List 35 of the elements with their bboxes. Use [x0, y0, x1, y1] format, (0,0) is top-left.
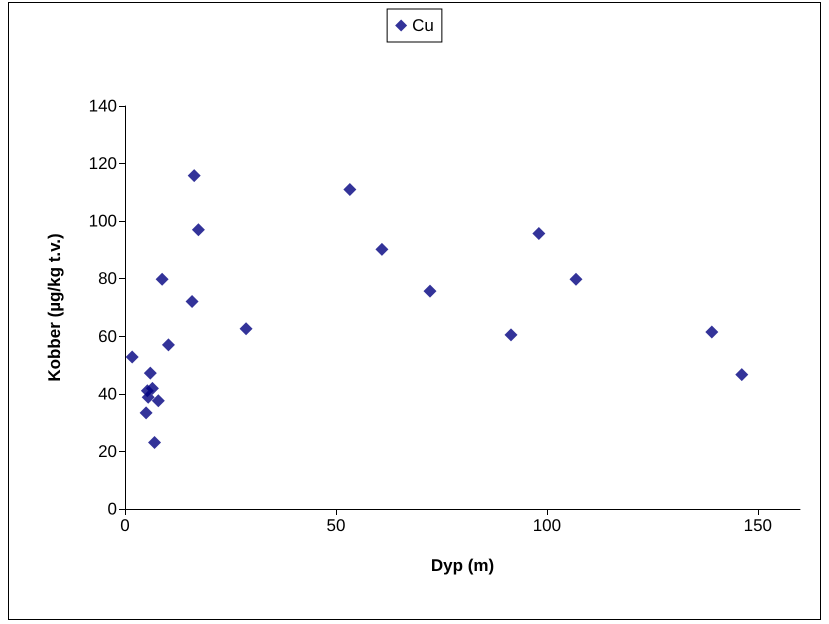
point	[343, 182, 356, 196]
point	[192, 223, 205, 236]
y-tick-label: 140	[88, 96, 117, 116]
point	[156, 272, 169, 286]
y-tick-label: 40	[98, 384, 117, 404]
point	[375, 242, 388, 256]
x-tick-label: 100	[532, 516, 562, 535]
point	[705, 325, 718, 338]
point	[240, 322, 253, 336]
y-tick-label: 120	[88, 154, 117, 174]
point	[162, 338, 175, 352]
y-tick-label: 0	[108, 500, 117, 518]
point	[140, 406, 153, 420]
point	[735, 368, 748, 382]
point	[142, 390, 155, 404]
point	[152, 394, 165, 408]
x-tick-label: 150	[744, 516, 772, 535]
x-axis-title: Dyp (m)	[430, 556, 494, 575]
point	[532, 227, 546, 240]
y-tick-label: 100	[88, 212, 117, 231]
point	[126, 350, 139, 364]
y-tick-label: 20	[98, 442, 117, 461]
y-tick-label: 60	[98, 326, 117, 346]
point	[424, 284, 437, 298]
x-tick-label: 0	[120, 516, 130, 535]
legend-label: Cu	[412, 16, 434, 35]
point	[144, 366, 157, 380]
point	[186, 294, 199, 308]
point	[569, 272, 582, 286]
x-tick-label: 50	[326, 516, 346, 535]
point	[188, 169, 201, 182]
y-tick-label: 80	[98, 269, 117, 288]
y-axis-title: Kobber (µg/kg t.v.)	[45, 233, 64, 382]
point	[504, 328, 518, 342]
point	[148, 436, 162, 450]
